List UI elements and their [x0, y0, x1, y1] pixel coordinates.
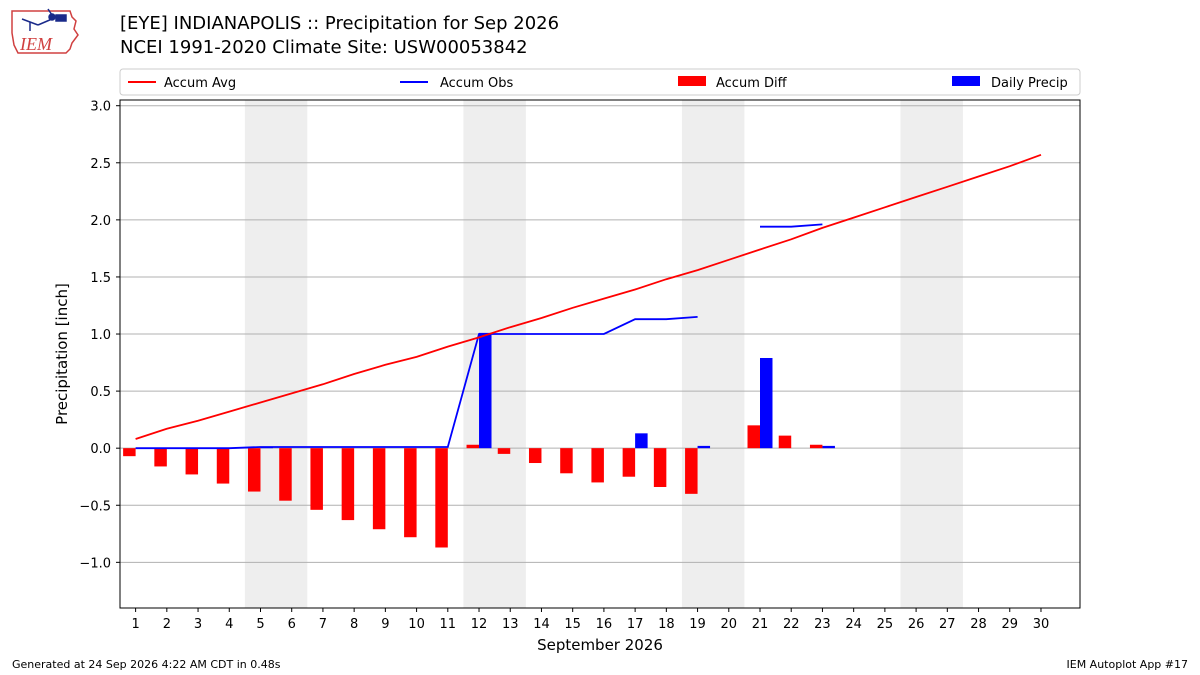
daily-precip-bar-19 — [697, 445, 711, 449]
x-tick-label: 9 — [381, 617, 389, 632]
accum-diff-bar-16 — [591, 448, 604, 483]
x-tick-label: 25 — [877, 617, 894, 632]
logo-text: IEM — [19, 34, 53, 54]
daily-precip-bar-23 — [822, 445, 835, 449]
x-tick-label: 3 — [194, 617, 202, 632]
accum-diff-bar-14 — [528, 448, 542, 464]
x-tick-label: 7 — [319, 617, 327, 632]
x-tick-label: 13 — [502, 617, 519, 632]
x-tick-label: 26 — [908, 617, 925, 632]
x-tick-label: 21 — [752, 617, 769, 632]
legend-box — [119, 68, 1081, 96]
y-tick-label: 2.5 — [90, 157, 111, 172]
chart-title: [EYE] INDIANAPOLIS :: Precipitation for … — [120, 13, 560, 34]
accum-diff-bar-4 — [216, 448, 230, 484]
x-axis-label: September 2026 — [537, 636, 663, 654]
accum-diff-bar-19 — [685, 448, 698, 494]
y-tick-label: 1.0 — [90, 328, 111, 343]
accum-obs-line-segment-1 — [760, 223, 823, 228]
x-tick-label: 12 — [471, 617, 488, 632]
x-tick-label: 27 — [939, 617, 956, 632]
legend-label-accum-obs: Accum Obs — [440, 76, 513, 91]
y-tick-label: −1.0 — [79, 556, 111, 571]
accum-diff-bar-12 — [466, 444, 480, 449]
x-tick-label: 17 — [627, 617, 644, 632]
x-tick-label: 6 — [288, 617, 296, 632]
accum-diff-bar-17 — [622, 448, 636, 477]
weekend-band-5 — [244, 100, 308, 608]
chart-legend: Accum Avg Accum Obs Accum Diff Daily Precip — [119, 68, 1081, 96]
accum-diff-bar-13 — [497, 448, 511, 454]
app-label: IEM Autoplot App #17 — [1066, 658, 1189, 671]
x-tick-label: 11 — [440, 617, 457, 632]
weekend-bands — [244, 100, 963, 608]
x-tick-label: 20 — [721, 617, 738, 632]
x-tick-label: 29 — [1001, 617, 1018, 632]
accum-diff-bar-15 — [560, 448, 573, 474]
x-tick-label: 18 — [658, 617, 675, 632]
weekend-band-26 — [900, 100, 963, 608]
y-tick-label: 2.0 — [90, 214, 111, 229]
plot-frame — [119, 99, 1081, 609]
x-tick-label: 8 — [350, 617, 358, 632]
y-axis-label: Precipitation [inch] — [53, 283, 71, 425]
accum-diff-bar-3 — [185, 448, 199, 475]
y-axis-ticks: −1.0 −0.5 0.0 0.5 1.0 1.5 2.0 2.5 3.0 — [79, 100, 120, 571]
legend-label-accum-avg: Accum Avg — [164, 76, 236, 91]
x-axis-ticks: 1 2 3 4 5 6 7 8 9 10 11 12 13 14 15 16 17 18 19 20 21 22 23 24 2… — [131, 608, 1049, 632]
y-tick-label: 0.5 — [90, 385, 111, 400]
x-tick-label: 4 — [225, 617, 233, 632]
legend-swatch-accum-diff — [678, 76, 706, 86]
x-tick-label: 19 — [689, 617, 706, 632]
x-tick-label: 23 — [814, 617, 831, 632]
accum-diff-bar-6 — [279, 448, 292, 501]
chart-subtitle: NCEI 1991-2020 Climate Site: USW00053842 — [120, 37, 528, 58]
daily-precip-bar-12 — [479, 332, 492, 449]
y-tick-label: 3.0 — [90, 100, 111, 115]
x-tick-label: 28 — [970, 617, 987, 632]
y-tick-label: 1.5 — [90, 271, 111, 286]
iem-logo: IEM — [11, 8, 79, 54]
x-tick-label: 24 — [845, 617, 862, 632]
accum-diff-bar-9 — [372, 448, 386, 530]
accum-diff-bar-18 — [653, 448, 667, 487]
x-tick-label: 16 — [596, 617, 613, 632]
series-lines — [135, 153, 1042, 450]
y-tick-label: 0.0 — [90, 442, 111, 457]
x-tick-label: 22 — [783, 617, 800, 632]
x-tick-label: 10 — [408, 617, 425, 632]
accum-diff-bar-7 — [310, 448, 323, 510]
accum-avg-line-segment-0 — [135, 153, 1042, 440]
x-tick-label: 15 — [564, 617, 581, 632]
x-tick-label: 1 — [131, 617, 139, 632]
weather-station-icon — [21, 8, 67, 31]
x-tick-label: 2 — [163, 617, 171, 632]
generated-timestamp: Generated at 24 Sep 2026 4:22 AM CDT in … — [12, 658, 281, 671]
x-tick-label: 14 — [533, 617, 550, 632]
accum-diff-bar-2 — [154, 448, 167, 467]
x-tick-label: 5 — [256, 617, 264, 632]
accum-diff-bar-10 — [404, 448, 417, 538]
iowa-map-outline-icon — [11, 10, 79, 54]
accum-diff-bar-8 — [341, 448, 355, 521]
accum-obs-line-segment-0 — [135, 316, 698, 450]
legend-swatch-daily-precip — [952, 76, 980, 86]
legend-label-accum-diff: Accum Diff — [716, 76, 788, 91]
accum-diff-bar-11 — [435, 448, 448, 548]
bars — [123, 332, 835, 548]
accum-diff-bar-5 — [248, 448, 261, 492]
x-tick-label: 30 — [1033, 617, 1050, 632]
accum-diff-bar-22 — [778, 435, 792, 449]
accum-diff-bar-23 — [809, 444, 823, 449]
legend-label-daily-precip: Daily Precip — [991, 76, 1068, 91]
daily-precip-bar-21 — [760, 357, 773, 449]
accum-diff-bar-1 — [123, 448, 136, 457]
daily-precip-bar-17 — [635, 433, 648, 449]
weekend-band-19 — [681, 100, 745, 608]
y-tick-label: −0.5 — [79, 499, 111, 514]
accum-diff-bar-21 — [747, 425, 760, 449]
